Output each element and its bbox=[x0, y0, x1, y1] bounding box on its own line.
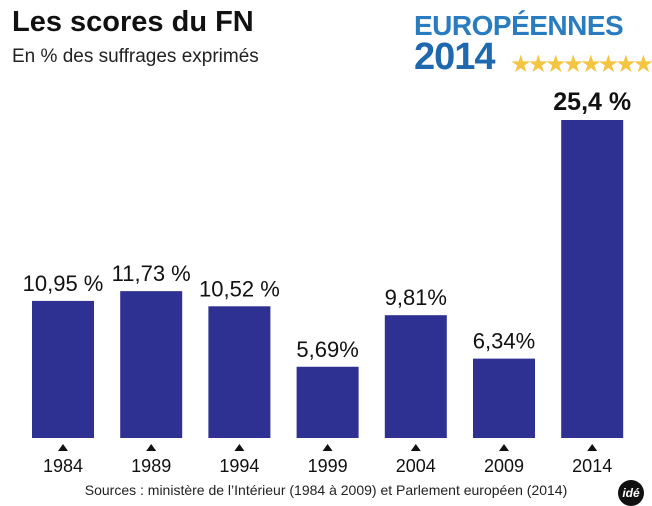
x-tick-label: 2004 bbox=[396, 456, 436, 476]
data-label: 9,81% bbox=[385, 285, 447, 310]
tick-marker-icon bbox=[146, 444, 157, 451]
chart-title: Les scores du FN bbox=[12, 6, 254, 38]
bar-1994 bbox=[208, 306, 271, 438]
chart-subtitle: En % des suffrages exprimés bbox=[12, 46, 259, 67]
bar-1989 bbox=[120, 291, 183, 438]
data-label: 11,73 % bbox=[112, 261, 191, 286]
data-label: 5,69% bbox=[296, 337, 358, 362]
x-tick-label: 1999 bbox=[308, 456, 348, 476]
x-tick-label: 1989 bbox=[131, 456, 171, 476]
x-tick-label: 2009 bbox=[484, 456, 524, 476]
bar-2004 bbox=[384, 315, 447, 438]
tick-marker-icon bbox=[410, 444, 421, 451]
tick-marker-icon bbox=[587, 444, 598, 451]
tick-marker-icon bbox=[234, 444, 245, 451]
logo-line1: EUROPÉENNES bbox=[414, 10, 624, 41]
x-tick-label: 1984 bbox=[43, 456, 83, 476]
ide-logo: idé bbox=[618, 480, 644, 506]
tick-marker-icon bbox=[322, 444, 333, 451]
logo-stars-icon: ★★★★★★★★★ bbox=[510, 51, 652, 78]
data-label: 10,95 % bbox=[23, 271, 104, 296]
tick-marker-icon bbox=[499, 444, 509, 451]
x-tick-label: 1994 bbox=[219, 456, 259, 476]
bar-2014 bbox=[561, 120, 624, 438]
data-label: 25,4 % bbox=[553, 88, 631, 116]
bar-1999 bbox=[296, 366, 359, 438]
tick-marker-icon bbox=[58, 444, 68, 451]
data-label: 10,52 % bbox=[199, 276, 280, 301]
logo-line2: 2014 bbox=[414, 36, 496, 78]
bar-2009 bbox=[473, 358, 535, 438]
europeennes-logo: EUROPÉENNES 2014 ★★★★★★★★★ bbox=[412, 10, 652, 78]
bar-1984 bbox=[32, 300, 94, 438]
x-tick-label: 2014 bbox=[572, 456, 612, 476]
source-note: Sources : ministère de l’Intérieur (1984… bbox=[84, 482, 568, 498]
data-label: 6,34% bbox=[473, 329, 535, 354]
logo-stars: ★★★★★★★★★ bbox=[510, 50, 652, 79]
